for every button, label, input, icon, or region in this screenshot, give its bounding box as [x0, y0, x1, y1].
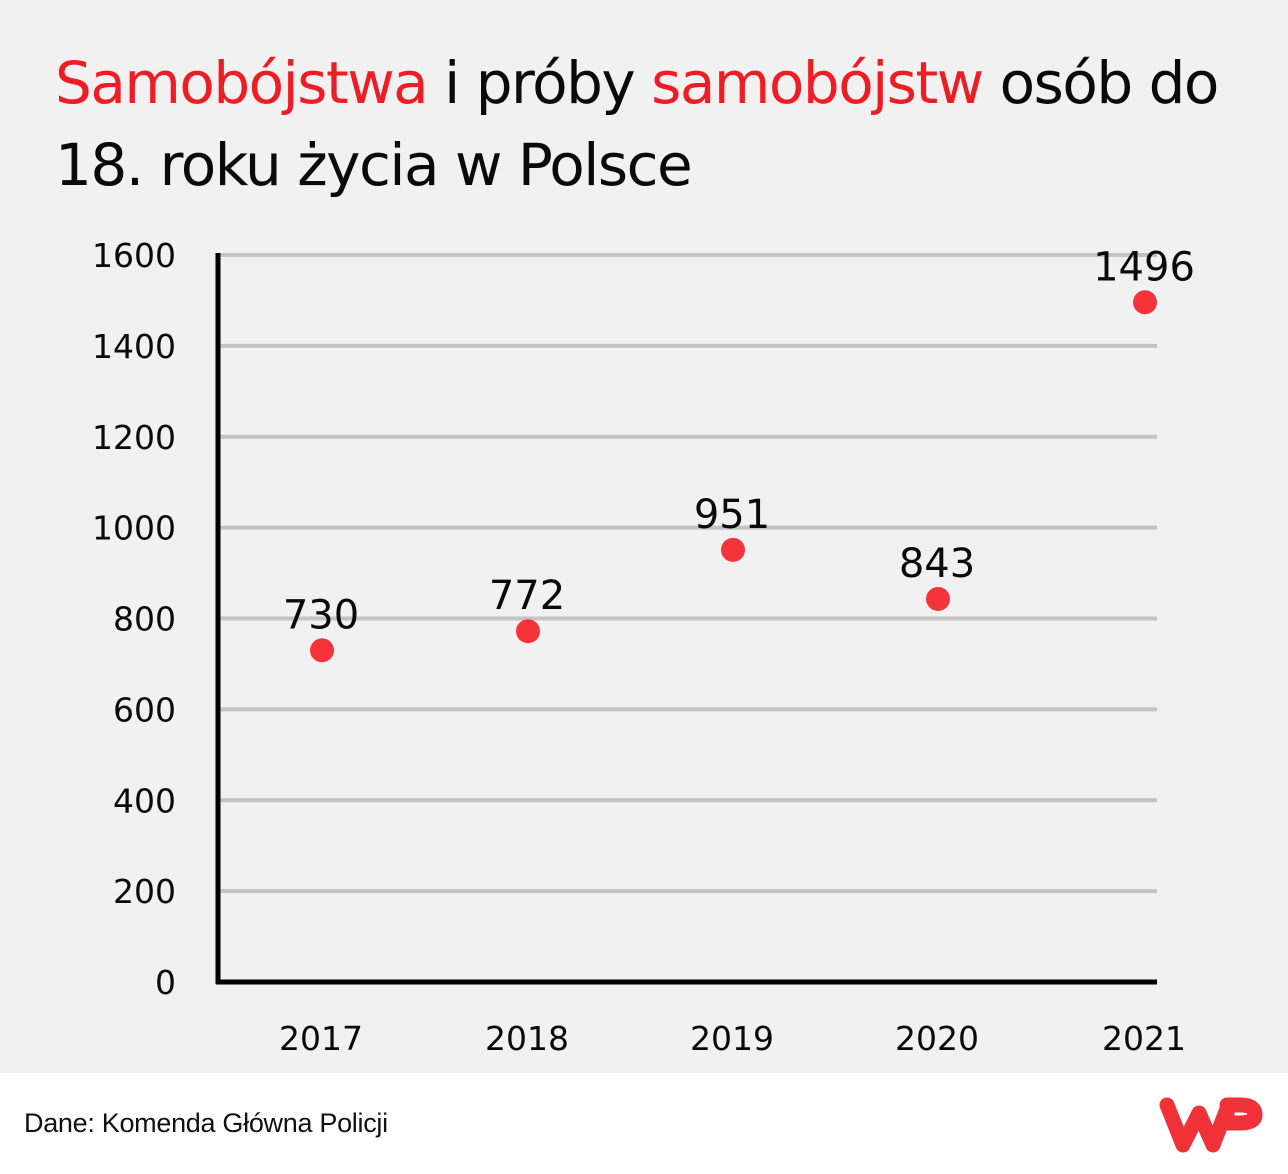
y-tick-label: 1200 — [92, 418, 176, 457]
x-tick-label: 2020 — [895, 1019, 979, 1058]
data-point-marker — [516, 619, 540, 644]
y-tick-label: 1000 — [92, 509, 176, 548]
title-part: i próby — [427, 49, 652, 117]
chart-title: Samobójstwa i próby samobójstw osób do 1… — [55, 42, 1275, 206]
title-part: osób do 18. roku życia w Polsce — [55, 49, 1219, 199]
y-tick-label: 1600 — [92, 236, 176, 275]
data-point-marker — [926, 586, 950, 611]
gridlines — [218, 253, 1157, 894]
title-part: Samobójstwa — [55, 49, 429, 117]
data-value-label: 843 — [899, 541, 975, 587]
data-value-label: 772 — [489, 573, 565, 619]
source-note: Dane: Komenda Główna Policji — [24, 1108, 388, 1138]
x-tick-label: 2019 — [690, 1019, 774, 1058]
x-tick-label: 2017 — [279, 1019, 363, 1058]
chart-panel — [0, 0, 1288, 1073]
y-tick-label: 800 — [113, 600, 176, 639]
data-points: 730 772 951 843 1496 — [283, 244, 1195, 663]
y-tick-label: 200 — [113, 872, 176, 911]
data-value-label: 1496 — [1093, 244, 1195, 290]
x-tick-label: 2021 — [1102, 1019, 1186, 1058]
y-tick-label: 400 — [113, 781, 176, 820]
data-point-marker — [310, 638, 334, 663]
y-tick-label: 600 — [113, 690, 176, 729]
axes — [215, 253, 1157, 985]
x-axis-tick-labels: 2017 2018 2019 2020 2021 — [279, 1019, 1186, 1058]
title-part: samobójstw — [651, 49, 984, 117]
y-tick-label: 1400 — [92, 327, 176, 366]
data-value-label: 951 — [694, 492, 770, 538]
data-value-label: 730 — [283, 592, 359, 638]
data-point-marker — [721, 537, 745, 562]
x-tick-label: 2018 — [485, 1019, 569, 1058]
data-point-marker — [1133, 290, 1157, 315]
y-tick-label: 0 — [155, 963, 176, 1002]
wp-logo-icon — [1159, 1097, 1263, 1153]
y-axis-tick-labels: 0 200 400 600 800 1000 1200 1400 1600 — [92, 236, 176, 1002]
